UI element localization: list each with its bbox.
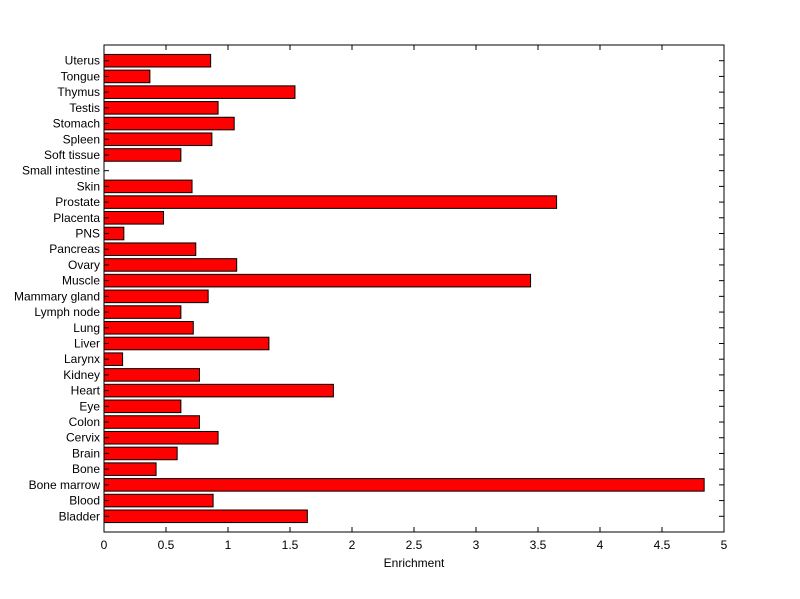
x-tick-label-6: 3 (473, 538, 480, 552)
y-tick-label-blood: Blood (69, 494, 100, 508)
y-tick-label-stomach: Stomach (53, 117, 100, 131)
x-tick-labels: 0 0.5 1 1.5 2 2.5 3 3.5 4 4.5 5 (101, 538, 728, 552)
bar-testis (103, 101, 219, 115)
bar-brain (103, 446, 178, 461)
x-tick-label-5: 2.5 (406, 538, 423, 552)
y-tick-label-larynx: Larynx (64, 352, 100, 366)
x-tick-label-8: 4 (597, 538, 604, 552)
bar-muscle (103, 273, 532, 288)
bar-liver (103, 336, 270, 351)
bar-kidney (103, 368, 200, 382)
bar-blood (103, 493, 214, 508)
y-tick-label-lymph-node: Lymph node (34, 305, 100, 319)
bar-stomach (103, 116, 235, 131)
bar-skin (103, 179, 193, 194)
y-tick-label-placenta: Placenta (53, 211, 100, 225)
x-tick-label-4: 2 (349, 538, 356, 552)
y-tick-label-muscle: Muscle (62, 274, 100, 288)
y-tick-label-uterus: Uterus (65, 54, 100, 68)
bar-mammary-gland (103, 289, 209, 304)
y-tick-label-spleen: Spleen (63, 132, 100, 146)
y-tick-label-eye: Eye (79, 399, 100, 413)
y-tick-label-thymus: Thymus (57, 85, 100, 99)
bars-group (103, 53, 705, 524)
y-tick-label-colon: Colon (69, 415, 100, 429)
bar-prostate (103, 195, 558, 209)
bar-bladder (103, 509, 308, 524)
bar-colon (103, 415, 200, 429)
ticks-group (103, 45, 725, 532)
bar-lymph-node (103, 305, 182, 319)
bar-pancreas (103, 242, 197, 257)
y-tick-label-heart: Heart (71, 384, 101, 398)
y-tick-label-liver: Liver (74, 336, 100, 350)
y-tick-label-brain: Brain (72, 446, 100, 460)
bar-tongue (103, 69, 151, 84)
bar-bone-marrow (103, 478, 705, 492)
bar-spleen (103, 132, 213, 147)
bar-heart (103, 383, 334, 398)
y-tick-label-mammary-gland: Mammary gland (14, 289, 100, 303)
bar-uterus (103, 53, 212, 68)
y-tick-label-small-intestine: Small intestine (22, 164, 100, 178)
y-tick-label-bone-marrow: Bone marrow (29, 478, 101, 492)
y-tick-label-ovary: Ovary (68, 258, 100, 272)
x-tick-label-3: 1.5 (282, 538, 299, 552)
y-tick-label-pns: PNS (75, 227, 100, 241)
y-tick-label-kidney: Kidney (63, 368, 100, 382)
bar-soft-tissue (103, 148, 182, 162)
x-tick-label-2: 1 (225, 538, 232, 552)
bar-eye (103, 399, 182, 414)
x-tick-label-9: 4.5 (654, 538, 671, 552)
bar-lung (103, 320, 194, 335)
y-tick-label-soft-tissue: Soft tissue (44, 148, 100, 162)
y-tick-label-tongue: Tongue (61, 69, 101, 83)
y-tick-label-testis: Testis (69, 101, 100, 115)
x-tick-label-10: 5 (721, 538, 728, 552)
bar-placenta (103, 211, 165, 225)
y-tick-label-bladder: Bladder (59, 509, 100, 523)
bar-ovary (103, 258, 238, 272)
x-tick-label-1: 0.5 (158, 538, 175, 552)
x-axis-label: Enrichment (384, 556, 445, 570)
y-tick-label-skin: Skin (77, 179, 100, 193)
y-tick-label-cervix: Cervix (66, 431, 100, 445)
y-tick-label-prostate: Prostate (55, 195, 100, 209)
bar-bone (103, 462, 157, 476)
y-tick-label-bone: Bone (72, 462, 100, 476)
x-tick-label-0: 0 (101, 538, 108, 552)
x-tick-label-7: 3.5 (530, 538, 547, 552)
y-tick-label-pancreas: Pancreas (49, 242, 100, 256)
y-tick-label-lung: Lung (73, 321, 100, 335)
bar-cervix (103, 430, 219, 445)
bar-thymus (103, 85, 296, 99)
